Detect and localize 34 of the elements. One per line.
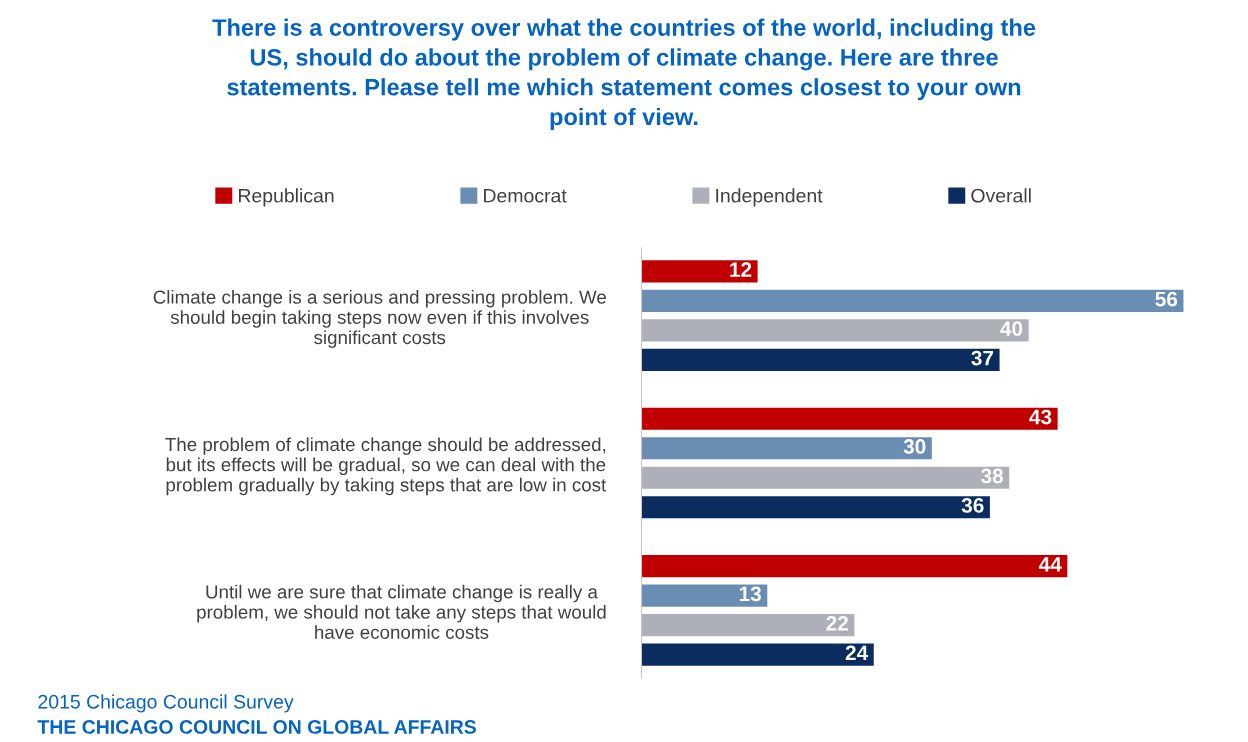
bar bbox=[641, 348, 1000, 371]
bar bbox=[641, 289, 1184, 312]
text: 2015 Chicago Council Survey bbox=[38, 694, 294, 713]
bar bbox=[641, 319, 1029, 342]
legend-label: Democrat bbox=[484, 188, 567, 203]
bar bbox=[641, 260, 758, 283]
data-label: 44 bbox=[1038, 557, 1062, 572]
legend-label: Overall bbox=[971, 188, 1031, 203]
data-label: 22 bbox=[826, 615, 849, 631]
bar bbox=[641, 643, 874, 666]
y-tick-label: The problem of climate change should be addressed, but its effects will be gradual, so we can deal with the problem gradually by taking steps that are low in cost bbox=[165, 437, 607, 496]
data-label: 36 bbox=[961, 498, 984, 513]
data-label: 38 bbox=[981, 468, 1004, 484]
bar bbox=[641, 614, 855, 637]
bar bbox=[641, 584, 768, 607]
y-tick-label: Until we are sure that climate change is really a problem, we should not take any steps that would have economic costs bbox=[197, 584, 606, 639]
data-label: 13 bbox=[739, 586, 761, 602]
text: THE CHICAGO COUNCIL ON GLOBAL AFFAIRS bbox=[37, 720, 476, 734]
data-label: 30 bbox=[903, 439, 926, 454]
data-label: 40 bbox=[1000, 321, 1023, 336]
legend-label: Republican bbox=[238, 188, 334, 207]
legend-label: Independent bbox=[716, 188, 823, 207]
bar bbox=[641, 496, 990, 519]
chart-title: There is a controversy over what the countries of the world, including the US, should do about the problem of climate change. Here are three statements. Please tell me which statement comes closest to your own point of view. bbox=[212, 18, 1036, 130]
data-label: 43 bbox=[1029, 409, 1052, 425]
data-label: 12 bbox=[730, 262, 752, 277]
y-tick-label: Climate change is a serious and pressing problem. We should begin taking steps now even if this involves significant costs bbox=[153, 289, 606, 348]
bar bbox=[641, 555, 1068, 578]
bar bbox=[641, 466, 1010, 489]
bar bbox=[641, 437, 932, 460]
bar bbox=[641, 407, 1058, 430]
data-label: 24 bbox=[845, 645, 869, 660]
data-label: 37 bbox=[971, 350, 994, 366]
data-label: 56 bbox=[1155, 291, 1178, 307]
